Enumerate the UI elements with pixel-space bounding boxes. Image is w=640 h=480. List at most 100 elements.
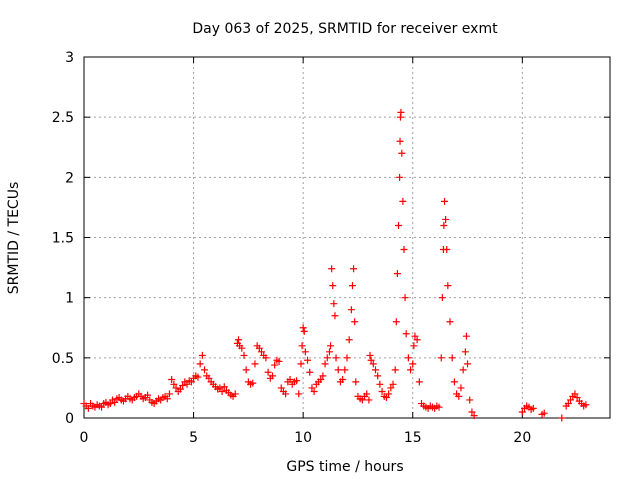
data-point [564,400,572,408]
data-point [459,366,467,374]
data-point [306,368,314,376]
data-point [374,372,382,380]
data-point [351,318,359,326]
data-point [392,318,400,326]
y-tick-label: 3 [65,50,74,66]
data-point [366,351,374,359]
data-point [466,396,474,404]
data-point [441,197,449,205]
data-point [415,378,423,386]
data-point [325,348,333,356]
data-point [98,403,106,411]
y-tick-label: 2 [65,170,74,186]
y-tick-label: 1 [65,291,74,307]
y-tick-label: 0 [65,411,74,427]
data-point [461,348,469,356]
data-point [218,388,226,396]
data-point [84,404,92,412]
data-point [299,324,307,332]
data-point [168,375,176,383]
data-point [399,197,407,205]
data-point [345,336,353,344]
data-point [183,380,191,388]
data-point [277,384,285,392]
data-point [455,392,463,400]
data-point [446,318,454,326]
data-point [529,404,537,412]
data-point [396,137,404,145]
data-point [331,312,339,320]
y-axis-label: SRMTID / TECUs [6,182,22,295]
data-point [330,300,338,308]
data-point [144,391,152,399]
x-tick-label: 0 [80,430,89,446]
data-point [443,246,451,254]
data-point [411,332,419,340]
data-point [301,348,309,356]
plot-frame [83,56,611,419]
data-point [410,342,418,350]
data-point [282,390,290,398]
data-point [205,374,213,382]
data-point [275,357,283,365]
x-tick-label: 20 [513,430,531,446]
data-point [163,395,171,403]
data-point [262,354,270,362]
data-point [382,394,390,402]
data-point [231,390,239,398]
data-point [540,409,548,417]
data-point [389,380,397,388]
data-point [371,366,379,374]
data-point [448,354,456,362]
y-tick-label: 2.5 [52,110,74,126]
data-point [308,384,316,392]
data-point [179,382,187,390]
data-point [196,360,204,368]
data-point [387,384,395,392]
data-point [258,348,266,356]
data-point [365,396,373,404]
data-point [106,400,114,408]
data-point [450,378,458,386]
data-point [298,342,306,350]
data-point [170,380,178,388]
data-point [249,379,257,387]
data-points [80,108,590,422]
data-point [385,390,393,398]
data-point [396,173,404,181]
data-point [437,354,445,362]
data-point [376,380,384,388]
data-point [238,344,246,352]
data-point [573,394,581,402]
data-point [194,373,202,381]
data-point [317,375,325,383]
data-point [367,356,375,364]
data-point [332,354,340,362]
data-point [358,396,366,404]
data-point [216,384,224,392]
data-point [271,361,279,369]
data-point [413,336,421,344]
data-point [339,375,347,383]
data-point [518,408,526,416]
data-point [400,246,408,254]
data-point [457,384,465,392]
x-tick-label: 5 [189,430,198,446]
chart-title: Day 063 of 2025, SRMTID for receiver exm… [192,21,498,37]
data-point [240,351,248,359]
data-point [395,221,403,229]
data-point [582,401,590,409]
data-point [350,265,358,273]
data-point [464,360,472,368]
x-axis-label: GPS time / hours [286,459,403,475]
axis-ticks: 0 0.5 1 1.5 2 2.5 3 0 5 10 15 20 [52,50,610,446]
data-point [397,108,405,116]
data-point [343,354,351,362]
data-point [444,282,452,290]
data-point [401,294,409,302]
data-point [398,149,406,157]
data-point [264,368,272,376]
data-point [111,398,119,406]
data-point [334,366,342,374]
data-point [567,396,575,404]
